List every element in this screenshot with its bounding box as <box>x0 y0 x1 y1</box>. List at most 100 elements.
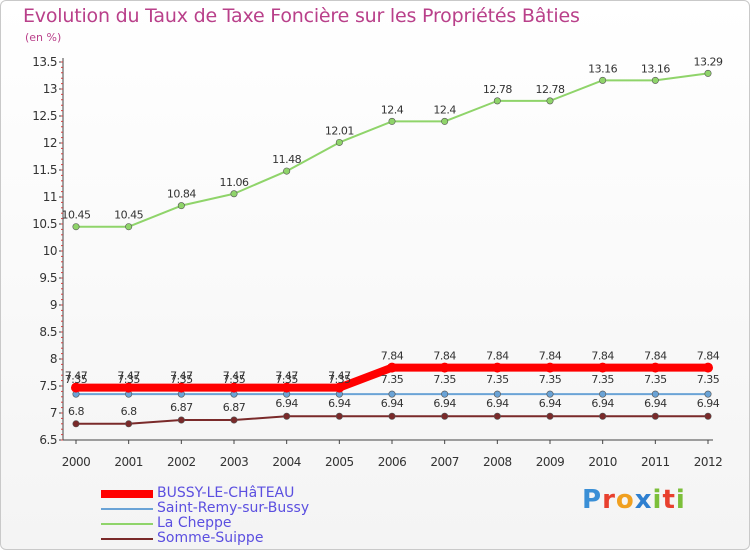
data-label: 6.94 <box>433 397 456 410</box>
data-label: 6.8 <box>121 405 137 418</box>
data-label: 12.78 <box>483 83 512 96</box>
y-tick-label: 7.5 <box>39 379 57 393</box>
data-point <box>441 412 449 420</box>
legend-item-somme-suippe: Somme-Suippe <box>101 530 361 547</box>
data-point <box>599 390 607 398</box>
data-label: 7.47 <box>275 370 298 383</box>
data-point <box>335 412 343 420</box>
y-tick-label: 10.5 <box>32 217 57 231</box>
data-point <box>493 390 501 398</box>
data-label: 10.84 <box>167 188 196 201</box>
data-label: 7.84 <box>433 350 456 363</box>
y-tick-label: 6.5 <box>39 433 57 447</box>
data-label: 7.35 <box>381 373 404 386</box>
legend: BUSSY-LE-CHâTEAU Saint-Remy-sur-Bussy La… <box>101 485 361 547</box>
data-point <box>230 416 238 424</box>
data-label: 7.84 <box>644 350 667 363</box>
y-tick-label: 9 <box>50 298 57 312</box>
y-tick-label: 12.5 <box>32 109 57 123</box>
data-label: 7.35 <box>170 373 193 386</box>
data-point <box>651 390 659 398</box>
data-label: 7.35 <box>65 373 88 386</box>
chart-title: Evolution du Taux de Taxe Foncière sur l… <box>23 5 580 27</box>
logo-letter: r <box>602 485 616 515</box>
legend-label-saint-remy: Saint-Remy-sur-Bussy <box>157 500 310 516</box>
y-tick-label: 10 <box>43 244 57 258</box>
data-point <box>177 202 185 210</box>
data-point <box>493 97 501 105</box>
x-tick-label: 2008 <box>483 455 512 469</box>
data-label: 12.4 <box>381 103 404 116</box>
x-tick-label: 2004 <box>272 455 301 469</box>
data-label: 7.84 <box>486 350 509 363</box>
data-label: 7.35 <box>275 373 298 386</box>
data-point <box>283 412 291 420</box>
data-point <box>281 382 292 393</box>
data-label: 7.47 <box>328 370 351 383</box>
x-tick-label: 2002 <box>167 455 196 469</box>
data-label: 6.87 <box>170 401 193 414</box>
data-point <box>125 420 133 428</box>
data-point <box>651 412 659 420</box>
data-point <box>72 420 80 428</box>
legend-swatch-saint-remy <box>101 508 153 510</box>
x-tick-label: 2001 <box>114 455 143 469</box>
logo-letter: i <box>675 485 686 515</box>
logo-letter: t <box>662 485 676 515</box>
data-point <box>441 117 449 125</box>
data-point <box>704 412 712 420</box>
data-point <box>492 362 503 373</box>
data-label: 7.47 <box>65 370 88 383</box>
data-point <box>388 412 396 420</box>
legend-swatch-bussy <box>101 490 153 498</box>
data-label: 7.35 <box>433 373 456 386</box>
data-point <box>388 117 396 125</box>
y-tick-label: 13 <box>43 82 57 96</box>
data-point <box>388 390 396 398</box>
data-label: 7.47 <box>117 370 140 383</box>
data-point <box>177 416 185 424</box>
data-label: 11.06 <box>220 176 249 189</box>
x-tick-label: 2009 <box>536 455 565 469</box>
legend-label-somme-suippe: Somme-Suippe <box>157 530 264 546</box>
data-label: 7.47 <box>170 370 193 383</box>
data-point <box>72 223 80 231</box>
y-tick-label: 13.5 <box>32 55 57 69</box>
x-tick-label: 2005 <box>325 455 354 469</box>
y-tick-label: 9.5 <box>39 271 57 285</box>
data-label: 7.35 <box>117 373 140 386</box>
y-tick-label: 7 <box>50 406 57 420</box>
data-label: 7.35 <box>486 373 509 386</box>
data-label: 7.84 <box>539 350 562 363</box>
data-label: 6.94 <box>644 397 667 410</box>
data-label: 7.35 <box>223 373 246 386</box>
data-point <box>545 362 555 373</box>
data-point <box>125 223 133 231</box>
x-tick-label: 2011 <box>641 455 670 469</box>
data-label: 7.47 <box>223 370 246 383</box>
y-tick-label: 8.5 <box>39 325 57 339</box>
data-point <box>703 362 713 373</box>
data-label: 7.35 <box>591 373 614 386</box>
data-label: 6.94 <box>328 397 351 410</box>
data-label: 7.84 <box>591 350 614 363</box>
data-label: 7.35 <box>697 373 720 386</box>
data-label: 6.94 <box>275 397 298 410</box>
x-tick-label: 2003 <box>220 455 249 469</box>
data-label: 7.84 <box>697 350 720 363</box>
logo-letter: o <box>615 485 635 515</box>
x-tick-label: 2010 <box>588 455 617 469</box>
data-label: 6.94 <box>381 397 404 410</box>
data-label: 7.84 <box>381 350 404 363</box>
data-label: 6.8 <box>68 405 84 418</box>
data-point <box>439 362 450 373</box>
y-tick-label: 8 <box>50 352 57 366</box>
logo-letter: i <box>652 485 663 515</box>
data-label: 6.94 <box>697 397 720 410</box>
data-point <box>387 362 397 373</box>
data-label: 11.48 <box>272 153 301 166</box>
x-tick-label: 2012 <box>694 455 723 469</box>
data-point <box>546 97 554 105</box>
